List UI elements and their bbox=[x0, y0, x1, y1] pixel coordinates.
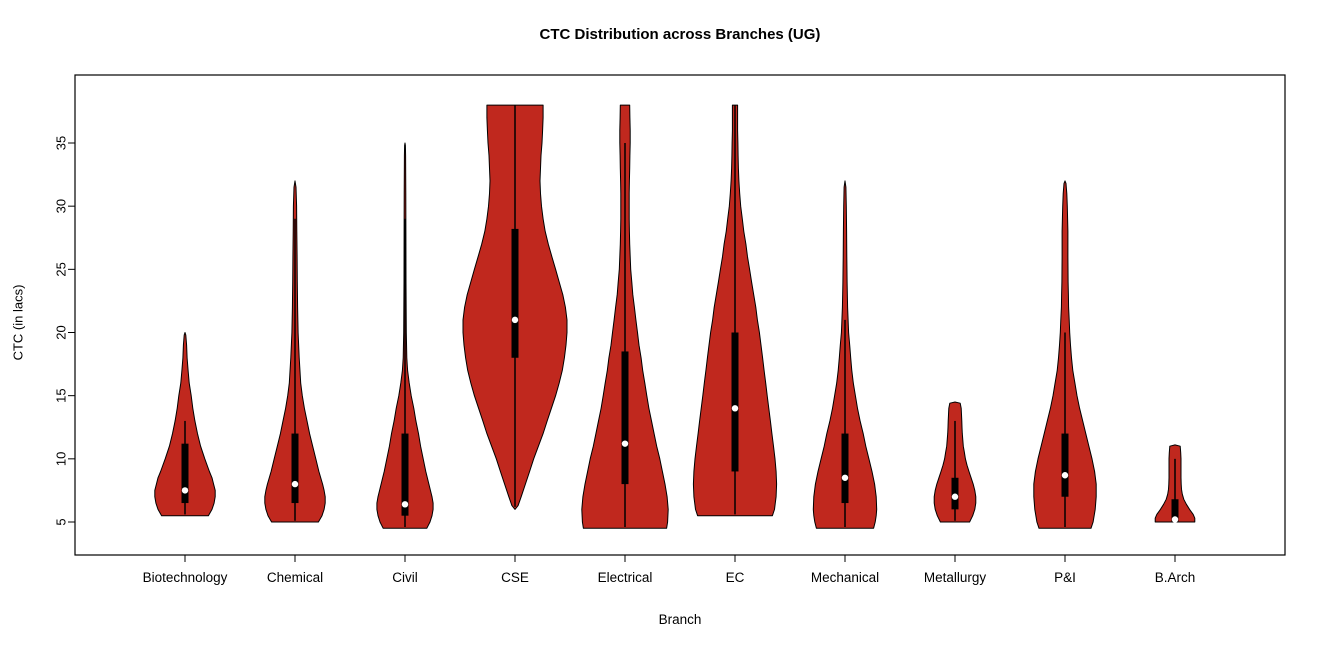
iqr-box bbox=[401, 433, 409, 516]
iqr-box bbox=[511, 228, 519, 358]
median-dot bbox=[621, 440, 629, 447]
violin-group bbox=[581, 104, 669, 529]
plot-border bbox=[74, 74, 1286, 556]
iqr-box bbox=[841, 433, 849, 504]
iqr-box bbox=[1061, 433, 1069, 497]
y-tick-label: 25 bbox=[54, 262, 69, 276]
x-tick-label: B.Arch bbox=[1155, 570, 1196, 585]
y-tick-label: 20 bbox=[54, 325, 69, 339]
y-axis-title: CTC (in lacs) bbox=[10, 284, 26, 361]
x-tick-label: EC bbox=[726, 570, 745, 585]
iqr-box bbox=[621, 351, 629, 485]
violin-group bbox=[264, 180, 326, 523]
x-tick-label: Chemical bbox=[267, 570, 323, 585]
y-tick-label: 35 bbox=[54, 136, 69, 150]
median-dot bbox=[291, 480, 299, 488]
median-dot bbox=[401, 501, 409, 508]
iqr-box bbox=[291, 433, 299, 504]
x-axis-title: Branch bbox=[658, 612, 702, 627]
x-tick-label: Electrical bbox=[598, 570, 653, 585]
median-dot bbox=[1061, 472, 1069, 479]
median-dot bbox=[841, 474, 849, 481]
median-dot bbox=[511, 316, 519, 324]
y-tick-label: 5 bbox=[54, 518, 69, 525]
x-tick-label: CSE bbox=[501, 570, 529, 585]
x-tick-label: Metallurgy bbox=[924, 570, 987, 585]
x-tick-label: P&I bbox=[1054, 570, 1076, 585]
violin-group bbox=[462, 104, 568, 510]
median-dot bbox=[1171, 516, 1179, 523]
x-tick-label: Civil bbox=[392, 570, 418, 585]
iqr-box bbox=[1171, 499, 1179, 522]
violin-group bbox=[1154, 444, 1196, 523]
y-tick-label: 10 bbox=[54, 452, 69, 466]
iqr-box bbox=[731, 332, 739, 472]
iqr-box bbox=[181, 443, 189, 504]
violin-group bbox=[812, 180, 878, 529]
x-tick-label: Mechanical bbox=[811, 570, 879, 585]
violin-group bbox=[376, 142, 434, 529]
median-dot bbox=[731, 405, 739, 412]
y-tick-label: 15 bbox=[54, 388, 69, 402]
median-dot bbox=[951, 493, 959, 500]
chart-title: CTC Distribution across Branches (UG) bbox=[539, 26, 821, 43]
violin-group bbox=[1033, 180, 1097, 529]
violin-group bbox=[933, 401, 977, 523]
x-tick-label: Biotechnology bbox=[143, 570, 228, 585]
median-dot bbox=[181, 487, 189, 494]
violin-group bbox=[692, 104, 778, 517]
y-tick-label: 30 bbox=[54, 199, 69, 213]
violin-group bbox=[154, 332, 216, 517]
